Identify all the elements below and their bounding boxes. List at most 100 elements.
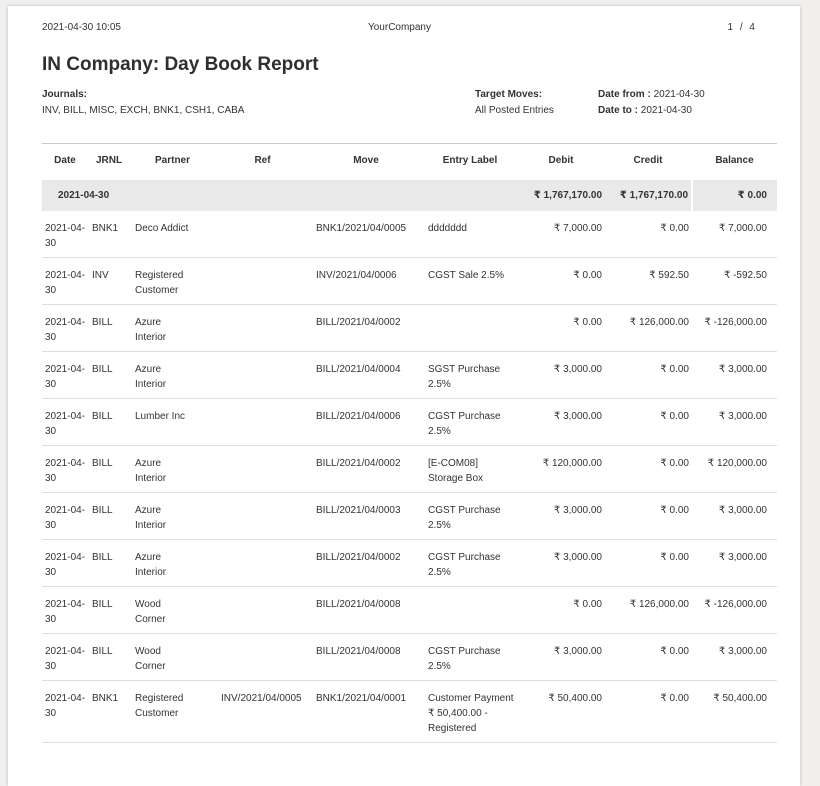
- cell-move: BNK1/2021/04/0001: [310, 680, 422, 743]
- cell-ref: [215, 398, 310, 446]
- cell-credit: ₹ 126,000.00: [604, 304, 692, 352]
- cell-date: 2021-04-30: [42, 398, 88, 446]
- table-row: 2021-04-30 BILL Azure Interior BILL/2021/04…: [42, 445, 777, 493]
- column-header-credit: Credit: [604, 144, 692, 180]
- cell-label: CGST Sale 2.5%: [422, 257, 518, 305]
- dates-block: Date from : 2021-04-30 Date to : 2021-04…: [598, 87, 777, 119]
- summary-credit: ₹ 1,767,170.00: [604, 178, 692, 211]
- cell-label: CGST Purchase 2.5%: [422, 633, 518, 681]
- cell-ref: [215, 304, 310, 352]
- cell-balance: ₹ -126,000.00: [692, 586, 777, 634]
- cell-jrnl: BILL: [88, 398, 130, 446]
- cell-move: BILL/2021/04/0008: [310, 633, 422, 681]
- cell-ref: [215, 211, 310, 258]
- table-row: 2021-04-30 BNK1 Registered Customer INV/202…: [42, 680, 777, 743]
- print-datetime: 2021-04-30 10:05: [42, 22, 121, 33]
- cell-partner: Deco Addict: [130, 211, 215, 258]
- cell-date: 2021-04-30: [42, 351, 88, 399]
- table-row: 2021-04-30 BILL Azure Interior BILL/2021/04…: [42, 539, 777, 587]
- cell-jrnl: INV: [88, 257, 130, 305]
- cell-label: [422, 586, 518, 634]
- cell-move: BILL/2021/04/0004: [310, 351, 422, 399]
- target-moves-label: Target Moves:: [475, 89, 543, 100]
- cell-credit: ₹ 0.00: [604, 211, 692, 258]
- cell-balance: ₹ -592.50: [692, 257, 777, 305]
- cell-credit: ₹ 592.50: [604, 257, 692, 305]
- table-row: 2021-04-30 BNK1 Deco Addict BNK1/2021/04/00…: [42, 211, 777, 258]
- cell-partner: Azure Interior: [130, 351, 215, 399]
- page-meta: 2021-04-30 10:05 YourCompany 1 / 4: [42, 20, 777, 35]
- table-row: 2021-04-30 BILL Azure Interior BILL/2021/04…: [42, 304, 777, 352]
- cell-debit: ₹ 7,000.00: [518, 211, 604, 258]
- cell-debit: ₹ 120,000.00: [518, 445, 604, 493]
- date-to-value: 2021-04-30: [640, 105, 692, 116]
- cell-jrnl: BNK1: [88, 680, 130, 743]
- daybook-table: Date JRNL Partner Ref Move Entry Label Debit Cr…: [42, 144, 777, 743]
- cell-partner: Lumber Inc: [130, 398, 215, 446]
- column-header-ref: Ref: [215, 144, 310, 180]
- cell-move: BILL/2021/04/0006: [310, 398, 422, 446]
- cell-move: BILL/2021/04/0002: [310, 539, 422, 587]
- cell-label: CGST Purchase 2.5%: [422, 539, 518, 587]
- cell-ref: [215, 492, 310, 540]
- cell-ref: INV/2021/04/0005: [215, 680, 310, 743]
- cell-jrnl: BILL: [88, 586, 130, 634]
- cell-partner: Azure Interior: [130, 539, 215, 587]
- report-info: Journals: INV, BILL, MISC, EXCH, BNK1, C…: [42, 87, 777, 119]
- cell-jrnl: BILL: [88, 351, 130, 399]
- cell-date: 2021-04-30: [42, 633, 88, 681]
- date-to-label: Date to :: [598, 105, 638, 116]
- table-row: 2021-04-30 INV Registered Customer INV/2021…: [42, 257, 777, 305]
- cell-label: [422, 304, 518, 352]
- table-header-row: Date JRNL Partner Ref Move Entry Label Debit Cr…: [42, 144, 777, 180]
- cell-date: 2021-04-30: [42, 539, 88, 587]
- cell-balance: ₹ -126,000.00: [692, 304, 777, 352]
- cell-date: 2021-04-30: [42, 211, 88, 258]
- page-content: 2021-04-30 10:05 YourCompany 1 / 4 IN Co…: [8, 6, 800, 743]
- journals-label: Journals:: [42, 89, 88, 100]
- cell-credit: ₹ 0.00: [604, 398, 692, 446]
- cell-debit: ₹ 0.00: [518, 304, 604, 352]
- cell-jrnl: BILL: [88, 539, 130, 587]
- page-number: 1 / 4: [727, 22, 757, 33]
- cell-ref: [215, 539, 310, 587]
- cell-balance: ₹ 120,000.00: [692, 445, 777, 493]
- cell-label: CGST Purchase 2.5%: [422, 398, 518, 446]
- journals-value: INV, BILL, MISC, EXCH, BNK1, CSH1, CABA: [42, 105, 245, 116]
- cell-balance: ₹ 3,000.00: [692, 539, 777, 587]
- cell-debit: ₹ 3,000.00: [518, 398, 604, 446]
- summary-balance: ₹ 0.00: [691, 178, 777, 211]
- cell-jrnl: BILL: [88, 304, 130, 352]
- page-title: IN Company: Day Book Report: [42, 54, 319, 75]
- summary-date: 2021-04-30: [42, 178, 518, 211]
- cell-debit: ₹ 3,000.00: [518, 539, 604, 587]
- cell-credit: ₹ 0.00: [604, 680, 692, 743]
- table-row: 2021-04-30 BILL Wood Corner BILL/2021/04/00…: [42, 586, 777, 634]
- date-summary-row: 2021-04-30 ₹ 1,767,170.00 ₹ 1,767,170.00…: [42, 178, 777, 211]
- cell-credit: ₹ 0.00: [604, 351, 692, 399]
- cell-jrnl: BNK1: [88, 211, 130, 258]
- column-header-date: Date: [42, 144, 88, 180]
- column-header-partner: Partner: [130, 144, 215, 180]
- cell-ref: [215, 445, 310, 493]
- date-from-line: Date from : 2021-04-30: [598, 87, 777, 103]
- cell-partner: Wood Corner: [130, 633, 215, 681]
- cell-credit: ₹ 126,000.00: [604, 586, 692, 634]
- cell-debit: ₹ 50,400.00: [518, 680, 604, 743]
- cell-label: ddddddd: [422, 211, 518, 258]
- table-row: 2021-04-30 BILL Azure Interior BILL/2021/04…: [42, 351, 777, 399]
- cell-date: 2021-04-30: [42, 257, 88, 305]
- cell-balance: ₹ 3,000.00: [692, 492, 777, 540]
- cell-ref: [215, 586, 310, 634]
- table-row: 2021-04-30 BILL Lumber Inc BILL/2021/04/000…: [42, 398, 777, 446]
- cell-credit: ₹ 0.00: [604, 492, 692, 540]
- cell-move: BILL/2021/04/0003: [310, 492, 422, 540]
- cell-debit: ₹ 0.00: [518, 586, 604, 634]
- cell-date: 2021-04-30: [42, 492, 88, 540]
- cell-jrnl: BILL: [88, 445, 130, 493]
- cell-debit: ₹ 3,000.00: [518, 633, 604, 681]
- cell-ref: [215, 257, 310, 305]
- report-page: 2021-04-30 10:05 YourCompany 1 / 4 IN Co…: [8, 6, 800, 786]
- cell-balance: ₹ 3,000.00: [692, 398, 777, 446]
- company-name: YourCompany: [367, 22, 431, 33]
